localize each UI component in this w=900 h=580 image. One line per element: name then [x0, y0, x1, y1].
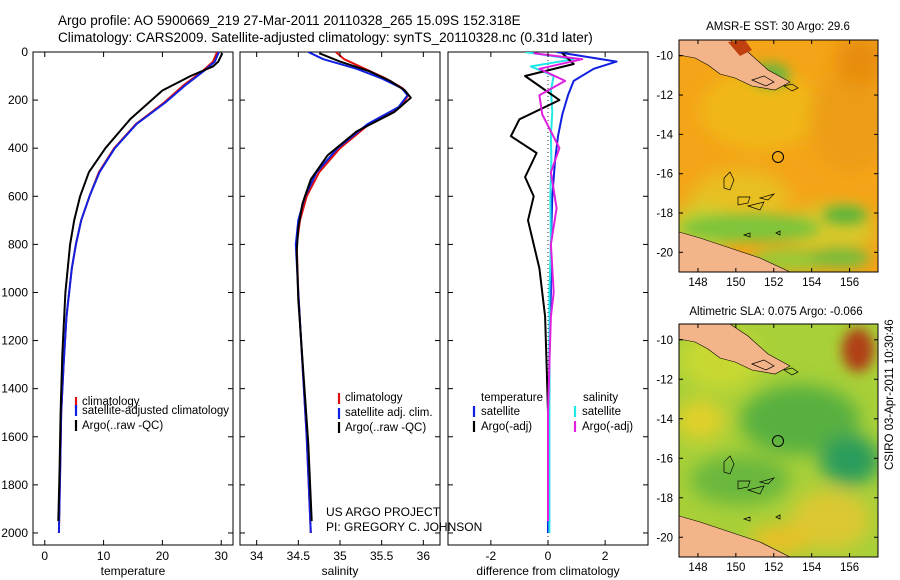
- y-tick-label: 200: [8, 93, 28, 107]
- x-axis-label: temperature: [101, 564, 166, 578]
- legend-title-temperature: temperature: [481, 392, 543, 404]
- legend-label: satellite: [582, 406, 621, 418]
- plot-frame: [239, 51, 441, 546]
- warm-patch: [728, 40, 752, 56]
- y-tick-label: 0: [21, 45, 28, 59]
- legend-label: satellite adj. clim.: [345, 407, 433, 419]
- x-tick-label: -2: [486, 549, 497, 563]
- sst-map: AMSR-E SST: 30 Argo: 29.6: [656, 21, 879, 289]
- map-lat-label: -16: [656, 453, 673, 465]
- legend-label: satellite-adjusted climatology: [82, 405, 229, 417]
- x-tick-label: 34: [250, 549, 264, 563]
- legend-label: Argo(..raw -QC): [82, 420, 163, 432]
- map-lat-label: -12: [656, 90, 673, 102]
- island-outlines: [723, 75, 799, 238]
- argo-location-marker: [772, 151, 784, 163]
- legend-label: Argo(..raw -QC): [345, 422, 426, 434]
- y-tick-label: 1000: [1, 285, 28, 299]
- temperature-legend: climatology satellite-adjusted climatolo…: [74, 396, 229, 432]
- sla-map-frame: [678, 323, 879, 558]
- series-argo-raw-qc-: [295, 52, 412, 522]
- map-lon-label: 156: [840, 562, 859, 574]
- x-tick-label: 30: [215, 549, 229, 563]
- map-lon-label: 154: [802, 277, 822, 289]
- x-tick-label: 34.5: [287, 549, 311, 563]
- sst-map-title: AMSR-E SST: 30 Argo: 29.6: [706, 21, 850, 33]
- x-axis-label: salinity: [322, 564, 359, 578]
- map-lon-label: 152: [764, 277, 783, 289]
- y-tick-label: 1200: [1, 334, 28, 348]
- map-lon-label: 150: [726, 562, 745, 574]
- map-lon-label: 156: [840, 277, 859, 289]
- sla-map-title: Altimetric SLA: 0.075 Argo: -0.066: [689, 306, 862, 318]
- map-lat-label: -10: [656, 51, 673, 63]
- plot-frame: [32, 51, 234, 546]
- map-lat-label: -18: [656, 208, 673, 220]
- island-outlines: [723, 359, 799, 522]
- series-salinity-argo-adj-: [533, 52, 584, 521]
- argo-location-marker: [772, 435, 784, 447]
- sst-map-frame: [678, 39, 879, 273]
- map-lat-label: -10: [656, 335, 673, 347]
- legend-label: satellite: [481, 406, 520, 418]
- map-lat-label: -20: [656, 532, 673, 544]
- australia-land: [679, 515, 791, 557]
- x-tick-label: 0: [545, 549, 552, 563]
- series-argo-raw-qc-: [57, 52, 224, 522]
- difference-legend: temperature salinity satellite Argo(-adj…: [472, 392, 633, 433]
- map-lon-label: 152: [764, 562, 783, 574]
- legend-label: Argo(-adj): [582, 421, 633, 433]
- map-lon-label: 150: [726, 277, 745, 289]
- series-temperature-argo-adj-: [509, 52, 575, 521]
- x-tick-label: 10: [97, 549, 111, 563]
- title-line-1: Argo profile: AO 5900669_219 27-Mar-2011…: [58, 13, 521, 28]
- x-tick-label: 35.5: [370, 549, 394, 563]
- temperature-panel: 0 10 20 30 temperature 0 200 400 600 800 1000 1200 1…: [1, 45, 234, 578]
- map-lat-label: -18: [656, 493, 673, 505]
- australia-land: [679, 231, 791, 272]
- x-tick-label: 2: [602, 549, 609, 563]
- map-lon-label: 154: [802, 562, 822, 574]
- y-tick-label: 1800: [1, 478, 28, 492]
- map-lon-label: 148: [688, 562, 707, 574]
- sla-map: Altimetric SLA: 0.075 Argo: -0.066 14: [656, 306, 879, 574]
- x-tick-label: 0: [41, 549, 48, 563]
- x-tick-label: 20: [156, 549, 170, 563]
- y-tick-label: 600: [8, 189, 28, 203]
- credit-project: US ARGO PROJECT: [326, 505, 441, 519]
- map-lat-label: -12: [656, 374, 673, 386]
- legend-label: climatology: [345, 392, 403, 404]
- new-guinea-land: [679, 324, 791, 375]
- salinity-legend: climatology satellite adj. clim. Argo(..…: [337, 392, 433, 434]
- timestamp-stamp: CSIRO 03-Apr-2011 10:30:46: [884, 319, 896, 470]
- map-lat-label: -14: [656, 414, 673, 426]
- map-lat-label: -20: [656, 247, 673, 259]
- map-lon-label: 148: [688, 277, 707, 289]
- y-tick-label: 2000: [1, 526, 28, 540]
- sla-field-texture: [679, 330, 878, 555]
- series-satellite-adjusted-climatology: [57, 52, 220, 534]
- y-tick-label: 400: [8, 141, 28, 155]
- x-axis-label: difference from climatology: [476, 564, 619, 578]
- title-line-2: Climatology: CARS2009. Satellite-adjuste…: [58, 30, 593, 45]
- y-tick-label: 800: [8, 237, 28, 251]
- y-tick-label: 1400: [1, 382, 28, 396]
- x-tick-label: 36: [417, 549, 431, 563]
- credit-pi: PI: GREGORY C. JOHNSON: [326, 520, 482, 534]
- map-lat-label: -16: [656, 169, 673, 181]
- legend-label: climatology: [82, 396, 140, 408]
- legend-title-salinity: salinity: [583, 392, 618, 404]
- y-tick-label: 1600: [1, 430, 28, 444]
- legend-label: Argo(-adj): [481, 421, 532, 433]
- salinity-panel: 34 34.5 35 35.5 36 salinity: [239, 51, 441, 578]
- map-lat-label: -14: [656, 129, 673, 141]
- x-tick-label: 35: [333, 549, 347, 563]
